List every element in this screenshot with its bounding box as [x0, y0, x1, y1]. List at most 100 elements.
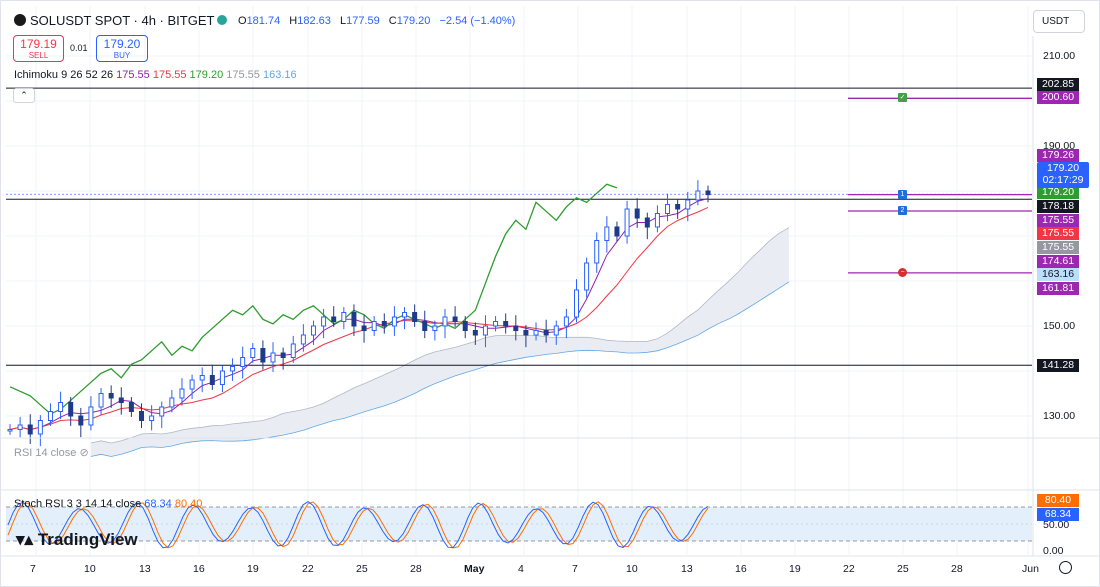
buy-button[interactable]: 179.20 BUY	[96, 35, 148, 62]
candle-body	[98, 393, 104, 408]
candle-body	[644, 217, 650, 228]
price-tag: 175.55	[1037, 241, 1079, 254]
stoch-rsi-legend[interactable]: Stoch RSI 3 3 14 14 close 68.34 80.40	[14, 498, 203, 510]
candle-body	[331, 316, 337, 322]
candle-body	[179, 388, 185, 399]
candle-body	[563, 316, 569, 327]
candle-body	[705, 190, 711, 196]
time-axis-label: 7	[30, 563, 36, 575]
candle-body	[37, 420, 43, 435]
candle-body	[654, 213, 660, 228]
price-tag: 179.26	[1037, 149, 1079, 162]
candle-body	[300, 334, 306, 345]
candle-body	[553, 325, 559, 336]
cloud-fill	[90, 227, 789, 457]
stoch-axis-label: 50.00	[1043, 519, 1070, 531]
tenkan-line	[9, 198, 709, 431]
ichimoku-lines	[9, 183, 709, 431]
chart-grid	[6, 6, 1032, 555]
time-axis-label: 19	[789, 563, 801, 575]
candle-body	[290, 343, 296, 358]
hidden-eye-icon[interactable]: ⊘	[79, 447, 89, 459]
currency-selector[interactable]: USDT	[1033, 10, 1085, 33]
candle-body	[199, 375, 205, 381]
candle-body	[280, 352, 286, 358]
candle-body	[351, 312, 357, 327]
candle-body	[614, 226, 620, 237]
price-tag: 175.55	[1037, 227, 1079, 240]
candle-body	[402, 312, 408, 318]
go-to-date-icon[interactable]	[1059, 561, 1072, 574]
stoch-tag: 80.40	[1037, 494, 1079, 507]
stoch-d-line	[7, 501, 709, 549]
candle-body	[695, 190, 701, 201]
candle-body	[452, 316, 458, 322]
candle-body	[675, 204, 681, 210]
tv-logo-icon: ▾▴	[16, 530, 34, 549]
candle-body	[634, 208, 640, 219]
candle-body	[482, 325, 488, 336]
rsi-legend[interactable]: RSI 14 close ⊘	[14, 447, 89, 459]
price-tag: 175.55	[1037, 214, 1079, 227]
collapse-legend-chevron-up-icon[interactable]: ⌃	[13, 88, 35, 103]
time-axis-label: 19	[247, 563, 259, 575]
price-axis-label: 150.00	[1043, 320, 1076, 332]
ichimoku-value: 175.55	[149, 69, 187, 81]
candle-body	[118, 397, 124, 403]
time-axis-label: May	[464, 563, 485, 575]
price-tag: 174.61	[1037, 255, 1079, 268]
stoch-k-line	[7, 500, 709, 549]
candle-body	[371, 321, 377, 331]
time-axis-label: 10	[626, 563, 638, 575]
buy-price: 179.20	[103, 37, 141, 51]
candle-body	[219, 370, 225, 385]
time-axis-label: 22	[302, 563, 314, 575]
time-axis-label: 16	[193, 563, 205, 575]
price-tag: 161.81	[1037, 282, 1079, 295]
buy-label: BUY	[113, 51, 131, 60]
stoch-k-value: 68.34	[144, 498, 172, 510]
candle-body	[159, 406, 165, 417]
time-axis-label: 7	[572, 563, 578, 575]
ichimoku-value: 163.16	[259, 69, 297, 81]
candle-body	[310, 325, 316, 336]
horizontal-lines	[6, 87, 1032, 366]
tradingview-logo[interactable]: ▾▴ TradingView	[16, 530, 138, 549]
candle-body	[381, 321, 387, 327]
price-tag: 163.16	[1037, 268, 1079, 281]
candle-body	[58, 402, 64, 412]
chikou-line	[9, 183, 618, 415]
ichimoku-legend[interactable]: Ichimoku 9 26 52 26 175.55 175.55 179.20…	[14, 69, 297, 81]
candle-body	[27, 424, 33, 435]
candle-body	[47, 411, 53, 421]
candle-body	[189, 379, 195, 390]
price-axis-label: 210.00	[1043, 50, 1076, 62]
market-open-indicator-icon	[217, 15, 227, 25]
symbol-logo-icon	[14, 14, 26, 26]
candle-body	[361, 325, 367, 331]
price-tag: 202.85	[1037, 78, 1079, 91]
order-marker-icon: −	[898, 267, 907, 277]
stoch-d-value: 80.40	[174, 498, 203, 510]
candle-body	[685, 199, 691, 210]
candle-body	[442, 316, 448, 327]
candle-body	[523, 330, 529, 336]
candle-body	[139, 411, 145, 421]
time-axis-label: 28	[410, 563, 422, 575]
stoch-tag: 68.34	[1037, 508, 1079, 521]
sell-button[interactable]: 179.19 SELL	[13, 35, 64, 62]
candle-body	[88, 406, 94, 426]
symbol-title[interactable]: SOLUSDT SPOT · 4h · BITGET	[14, 13, 214, 28]
candle-body	[209, 375, 215, 385]
stoch-rsi-pane	[6, 500, 1032, 549]
candle-body	[584, 262, 590, 291]
candle-body	[503, 321, 509, 327]
candle-body	[412, 312, 418, 322]
candle-body	[169, 397, 175, 408]
ichimoku-cloud	[90, 227, 790, 457]
time-axis-label: 25	[897, 563, 909, 575]
time-axis-label: 25	[356, 563, 368, 575]
ichimoku-value: 175.55	[116, 69, 150, 81]
candle-body	[128, 402, 134, 412]
